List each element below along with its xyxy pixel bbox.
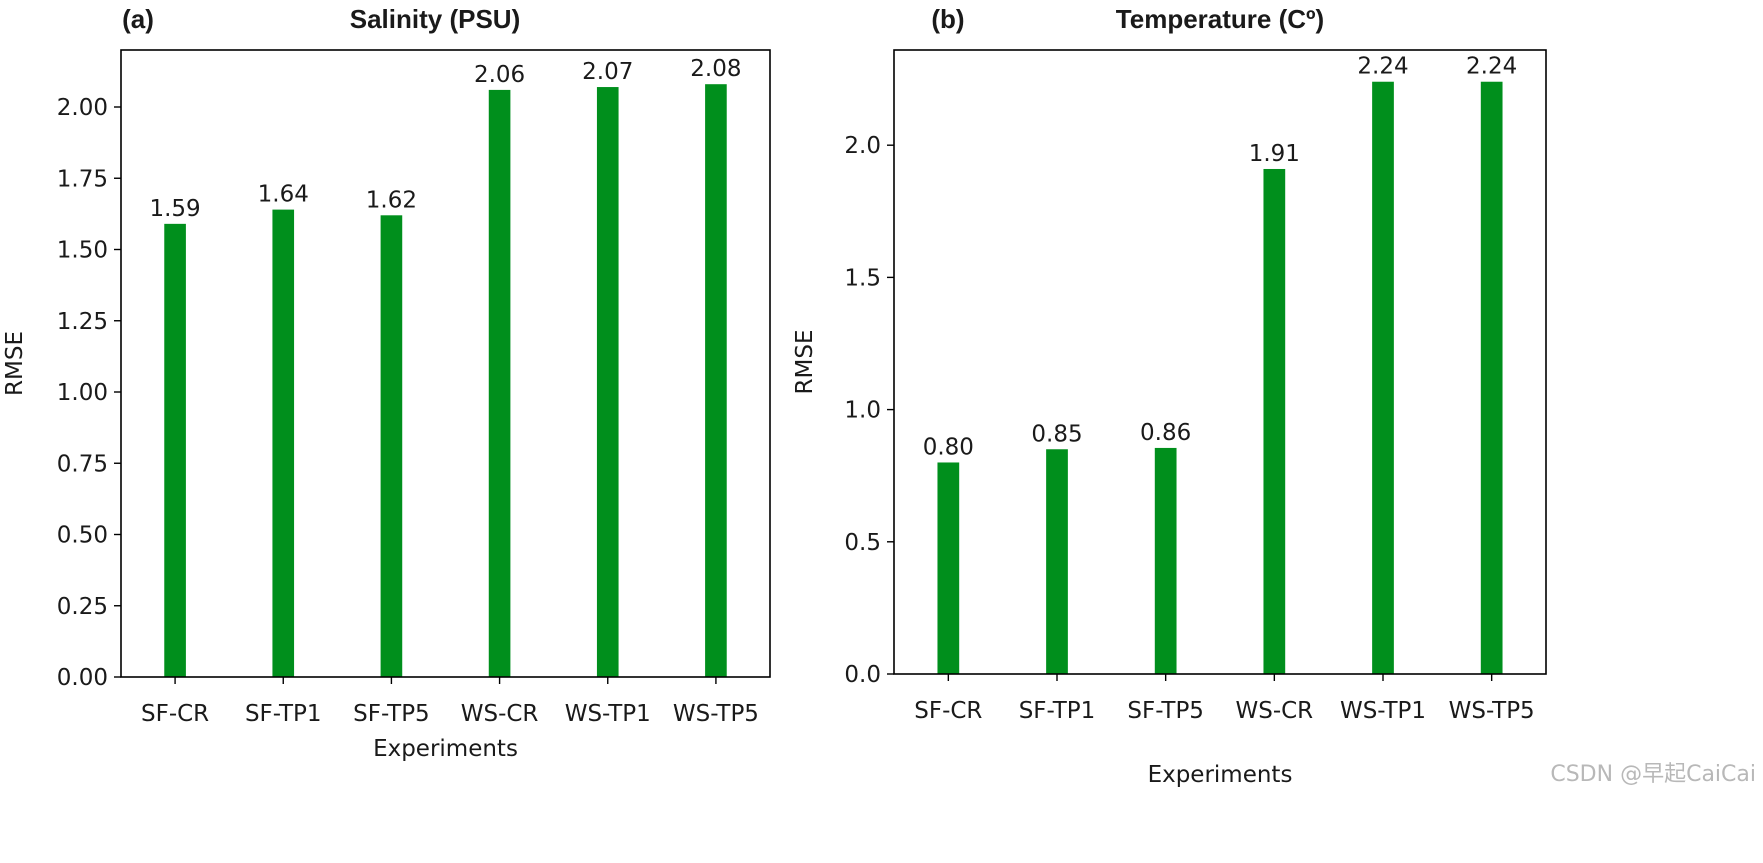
y-axis-label: RMSE [792,330,818,395]
bar-ws-cr [488,89,511,677]
data-label: 2.24 [1466,54,1517,80]
panel-letter: (a) [122,4,154,34]
data-label: 0.86 [1140,420,1191,446]
data-label: 1.91 [1249,141,1300,167]
x-tick-label: WS-TP1 [1340,698,1426,724]
x-axis-label: Experiments [373,736,518,762]
chart-title: Salinity (PSU) [350,4,520,34]
watermark: CSDN @早起CaiCai [1550,762,1756,787]
data-label: 0.80 [923,434,974,460]
bar-sf-tp5 [380,215,403,678]
x-tick-label: WS-CR [1235,698,1313,724]
y-tick-label: 1.50 [57,238,108,264]
bar-sf-cr [164,223,186,677]
plot-frame [893,49,1547,675]
x-tick-label: SF-TP5 [1127,698,1204,724]
bar-sf-tp5 [1154,447,1177,674]
bar-sf-tp1 [1046,449,1068,674]
chart-title: Temperature (Cº) [1116,4,1324,34]
y-tick-label: 0.50 [57,523,108,549]
y-tick-label: 2.00 [57,95,108,121]
x-tick-label: SF-TP5 [353,701,430,727]
data-label: 1.64 [258,182,309,208]
bar-sf-cr [937,462,960,674]
data-label: 0.85 [1031,421,1082,447]
bar-ws-tp1 [1372,81,1394,674]
panel-letter: (b) [931,4,964,34]
x-tick-label: SF-CR [914,698,982,724]
y-tick-label: 1.00 [57,380,108,406]
y-tick-label: 2.0 [844,133,881,159]
bar-ws-tp5 [1480,81,1503,674]
y-tick-label: 1.5 [844,265,881,291]
x-tick-label: SF-TP1 [245,701,322,727]
data-label: 2.06 [474,62,525,88]
data-label: 1.62 [366,187,417,213]
data-label: 2.07 [582,59,633,85]
data-label: 1.59 [149,196,200,222]
x-tick-label: WS-TP5 [673,701,759,727]
bar-ws-cr [1263,168,1286,675]
y-tick-label: 0.00 [57,665,108,691]
y-tick-label: 1.25 [57,309,108,335]
y-tick-label: 1.75 [57,166,108,192]
x-tick-label: WS-CR [461,701,539,727]
y-tick-label: 1.0 [844,398,881,424]
data-label: 2.08 [690,56,741,82]
x-tick-label: WS-TP1 [565,701,651,727]
y-tick-label: 0.25 [57,594,108,620]
x-tick-label: WS-TP5 [1449,698,1535,724]
x-tick-label: SF-CR [141,701,209,727]
plot-frame [120,49,771,678]
panel-b: 0.80 0.85 0.86 1.91 2.24 2.24 0.0 0.5 1.0 1.5 2.0 S… [792,4,1547,788]
panel-a: 1.59 1.64 1.62 2.06 2.07 2.08 0.00 0.25 0.50 0.75… [2,4,771,762]
x-tick-label: SF-TP1 [1019,698,1096,724]
y-axis-label: RMSE [2,331,28,396]
bar-ws-tp1 [596,87,619,678]
bar-ws-tp5 [705,84,727,677]
y-tick-label: 0.5 [844,530,881,556]
data-label: 2.24 [1357,54,1408,80]
x-axis-label: Experiments [1148,762,1293,788]
y-tick-label: 0.75 [57,451,108,477]
y-tick-label: 0.0 [844,662,881,688]
bar-sf-tp1 [272,209,295,677]
